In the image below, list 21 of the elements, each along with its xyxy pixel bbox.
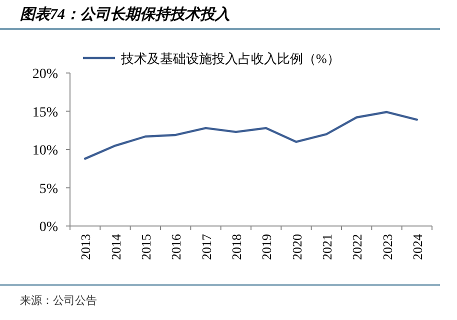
- source-note: 来源：公司公告: [20, 294, 97, 307]
- chart-title: 图表74：公司长期保持技术投入: [20, 6, 230, 23]
- y-tick-label: 15%: [32, 105, 58, 120]
- x-tick-label: 2022: [350, 234, 365, 260]
- x-tick-label: 2018: [228, 234, 244, 260]
- x-tick-label: 2021: [319, 234, 334, 260]
- x-tick-label: 2019: [259, 234, 274, 260]
- y-tick-label: 10%: [32, 144, 58, 158]
- x-tick-label: 2016: [168, 234, 184, 260]
- x-tick-label: 2020: [289, 234, 304, 260]
- x-tick-label: 2023: [380, 234, 395, 260]
- legend-label: 技术及基础设施投入占收入比例（%）: [120, 51, 340, 66]
- y-tick-label: 0%: [39, 220, 58, 235]
- x-tick-label: 2013: [78, 234, 94, 260]
- x-tick-label: 2024: [410, 234, 425, 260]
- y-tick-label: 5%: [39, 182, 58, 197]
- y-tick-label: 20%: [32, 67, 58, 82]
- x-tick-label: 2014: [108, 234, 124, 260]
- line-series: [84, 110, 418, 160]
- x-tick-label: 2017: [198, 234, 214, 260]
- x-tick-label: 2015: [138, 234, 154, 260]
